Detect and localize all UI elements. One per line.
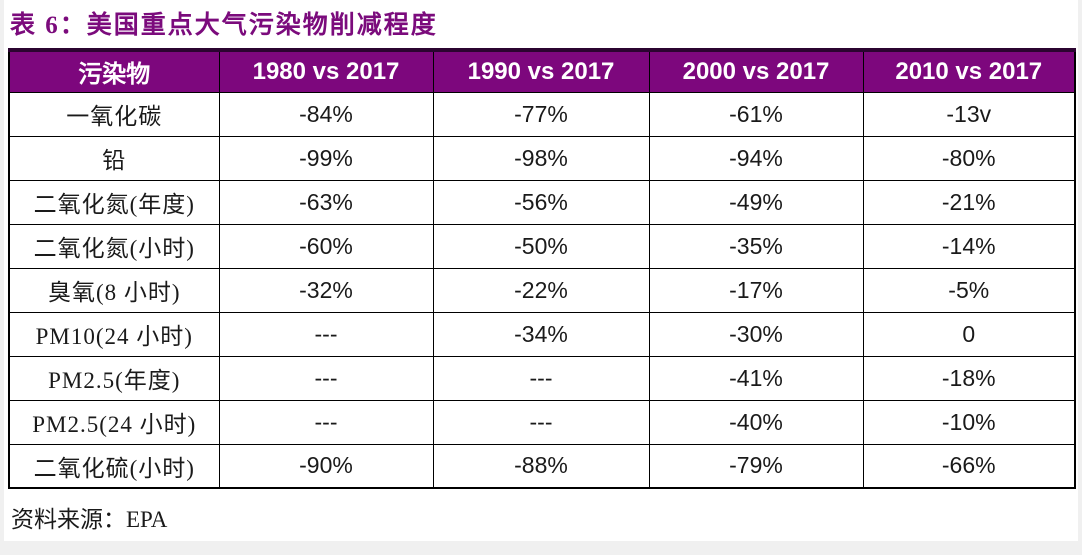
value-cell: -32% [218, 267, 434, 313]
value-cell: --- [432, 355, 650, 401]
value-cell: --- [432, 399, 650, 445]
column-header-2000: 2000 vs 2017 [648, 48, 864, 93]
value-cell: -90% [218, 443, 434, 489]
column-header-2010: 2010 vs 2017 [862, 48, 1076, 93]
pollutant-cell: PM10(24 小时) [8, 311, 220, 357]
pollutant-cell: 二氧化氮(年度) [8, 179, 220, 225]
value-cell: -79% [648, 443, 864, 489]
value-cell: -94% [648, 135, 864, 181]
table-row: 二氧化硫(小时) -90% -88% -79% -66% [8, 443, 1076, 489]
value-cell: -34% [432, 311, 650, 357]
pollutant-cell: 一氧化碳 [8, 91, 220, 137]
table-row: 铅 -99% -98% -94% -80% [8, 135, 1076, 181]
table-row: 一氧化碳 -84% -77% -61% -13v [8, 91, 1076, 137]
value-cell: -77% [432, 91, 650, 137]
column-header-pollutant: 污染物 [8, 48, 220, 93]
value-cell: -13v [862, 91, 1076, 137]
table-row: PM10(24 小时) --- -34% -30% 0 [8, 311, 1076, 357]
table-row: 臭氧(8 小时) -32% -22% -17% -5% [8, 267, 1076, 313]
table-row: 二氧化氮(年度) -63% -56% -49% -21% [8, 179, 1076, 225]
value-cell: -14% [862, 223, 1076, 269]
value-cell: -80% [862, 135, 1076, 181]
value-cell: -88% [432, 443, 650, 489]
column-header-1980: 1980 vs 2017 [218, 48, 434, 93]
value-cell: -98% [432, 135, 650, 181]
value-cell: -49% [648, 179, 864, 225]
source-note: 资料来源：EPA [11, 507, 168, 532]
table-title: 表 6：美国重点大气污染物削减程度 [10, 12, 438, 39]
value-cell: -21% [862, 179, 1076, 225]
pollutant-cell: PM2.5(年度) [8, 355, 220, 401]
report-page: 表 6：美国重点大气污染物削减程度 污染物 1980 vs 2017 1990 … [4, 0, 1078, 541]
column-header-1990: 1990 vs 2017 [432, 48, 650, 93]
value-cell: -40% [648, 399, 864, 445]
value-cell: -22% [432, 267, 650, 313]
pollutant-cell: 二氧化氮(小时) [8, 223, 220, 269]
pollutant-cell: 二氧化硫(小时) [8, 443, 220, 489]
value-cell: --- [218, 399, 434, 445]
value-cell: -17% [648, 267, 864, 313]
value-cell: -60% [218, 223, 434, 269]
table-row: PM2.5(24 小时) --- --- -40% -10% [8, 399, 1076, 445]
table-row: PM2.5(年度) --- --- -41% -18% [8, 355, 1076, 401]
value-cell: --- [218, 311, 434, 357]
value-cell: -66% [862, 443, 1076, 489]
value-cell: -63% [218, 179, 434, 225]
value-cell: -41% [648, 355, 864, 401]
value-cell: -30% [648, 311, 864, 357]
pollutant-cell: PM2.5(24 小时) [8, 399, 220, 445]
pollutant-cell: 铅 [8, 135, 220, 181]
header-row: 污染物 1980 vs 2017 1990 vs 2017 2000 vs 20… [8, 48, 1076, 93]
value-cell: -84% [218, 91, 434, 137]
value-cell: --- [218, 355, 434, 401]
value-cell: 0 [862, 311, 1076, 357]
pollutant-cell: 臭氧(8 小时) [8, 267, 220, 313]
value-cell: -99% [218, 135, 434, 181]
value-cell: -50% [432, 223, 650, 269]
value-cell: -5% [862, 267, 1076, 313]
value-cell: -10% [862, 399, 1076, 445]
value-cell: -18% [862, 355, 1076, 401]
value-cell: -61% [648, 91, 864, 137]
value-cell: -56% [432, 179, 650, 225]
value-cell: -35% [648, 223, 864, 269]
pollutant-reduction-table: 污染物 1980 vs 2017 1990 vs 2017 2000 vs 20… [8, 48, 1076, 489]
table-row: 二氧化氮(小时) -60% -50% -35% -14% [8, 223, 1076, 269]
